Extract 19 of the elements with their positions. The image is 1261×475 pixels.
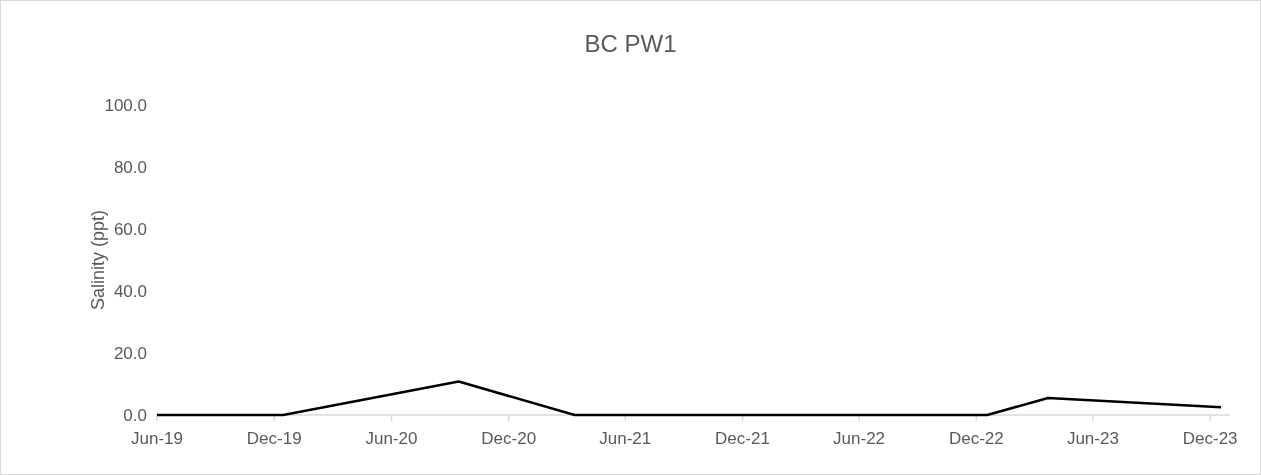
y-tick-label: 0.0 xyxy=(123,405,147,425)
y-tick-label: 60.0 xyxy=(113,219,147,239)
x-tick-label: Jun-19 xyxy=(131,429,183,448)
line-series xyxy=(155,380,1223,417)
x-tick-label: Jun-22 xyxy=(833,429,886,448)
x-tick-label: Jun-20 xyxy=(365,429,418,448)
x-tick-label: Dec-23 xyxy=(1182,429,1238,448)
chart-title: BC PW1 xyxy=(584,30,677,57)
x-tick-label: Dec-20 xyxy=(481,429,537,448)
x-tick-label: Dec-21 xyxy=(715,429,770,448)
y-tick-label: 80.0 xyxy=(113,157,147,177)
x-tick-label: Dec-19 xyxy=(246,429,302,448)
y-tick-label: 20.0 xyxy=(113,343,147,363)
x-tick-label: Dec-22 xyxy=(948,429,1004,448)
x-tick-label: Jun-21 xyxy=(599,429,652,448)
y-tick-label: 100.0 xyxy=(104,95,147,115)
y-tick-label: 40.0 xyxy=(113,281,147,301)
x-tick-label: Jun-23 xyxy=(1066,429,1119,448)
y-axis-title: Salinity (ppt) xyxy=(88,209,108,311)
